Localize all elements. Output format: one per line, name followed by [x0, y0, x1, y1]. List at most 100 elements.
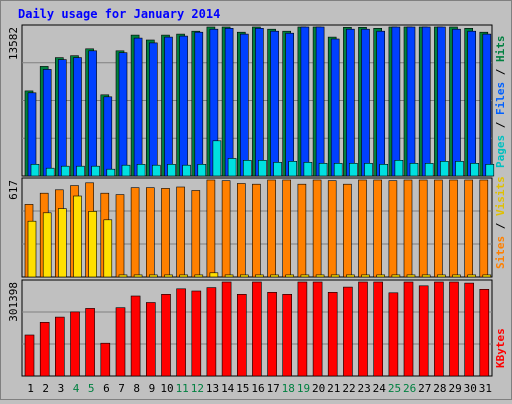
bar-pages-day-9: [152, 164, 161, 177]
bar-files-day-19: [300, 26, 310, 177]
x-tick-day-11: 11: [176, 382, 189, 395]
x-tick-day-20: 20: [312, 382, 325, 395]
bar-kbytes-day-24: [373, 281, 384, 377]
bar-kbytes-day-28: [434, 281, 444, 377]
bar-visits-day-20: [315, 274, 325, 278]
x-tick-day-17: 17: [267, 382, 280, 395]
bar-visits-day-7: [118, 274, 128, 278]
bar-visits-day-18: [285, 274, 295, 278]
bar-visits-day-6: [103, 219, 113, 278]
bar-visits-day-15: [240, 274, 249, 278]
bar-visits-day-19: [300, 274, 310, 278]
bar-visits-day-1: [27, 220, 37, 278]
bar-pages-day-13: [212, 140, 222, 177]
bar-files-day-15: [240, 33, 249, 177]
x-tick-day-1: 1: [27, 382, 34, 395]
bar-visits-day-24: [376, 274, 386, 278]
y-max-label-bottom: 301398: [7, 282, 20, 322]
bar-sites-day-17: [267, 179, 276, 278]
x-tick-day-13: 13: [206, 382, 219, 395]
bar-pages-day-3: [60, 165, 70, 177]
side-legend-part: Visits: [494, 176, 507, 216]
bar-pages-day-14: [227, 158, 237, 177]
bar-sites-day-29: [449, 179, 458, 278]
bar-pages-day-6: [106, 168, 116, 177]
bar-sites-day-28: [434, 179, 443, 278]
bar-visits-day-2: [42, 212, 52, 278]
bar-pages-day-20: [318, 163, 328, 177]
bar-sites-day-18: [282, 179, 292, 278]
x-tick-day-16: 16: [251, 382, 264, 395]
bar-pages-day-16: [258, 160, 267, 177]
bar-kbytes-day-4: [70, 311, 80, 377]
bar-pages-day-30: [470, 163, 480, 177]
bar-files-day-22: [346, 28, 355, 177]
bar-pages-day-28: [440, 161, 449, 177]
bar-pages-day-29: [455, 161, 464, 177]
bar-files-day-17: [270, 30, 279, 177]
bar-visits-day-11: [179, 274, 188, 278]
chart-title: Daily usage for January 2014: [18, 7, 220, 21]
bar-files-day-9: [149, 42, 158, 177]
x-tick-day-9: 9: [149, 382, 156, 395]
bar-kbytes-day-7: [115, 307, 126, 377]
bar-visits-day-16: [255, 274, 264, 278]
bar-visits-day-29: [452, 274, 461, 278]
bar-files-day-7: [118, 52, 128, 177]
bar-pages-day-1: [30, 164, 40, 177]
bar-files-day-21: [330, 38, 340, 177]
x-tick-day-21: 21: [327, 382, 340, 395]
bar-visits-day-31: [482, 274, 492, 278]
bar-pages-day-17: [273, 162, 282, 177]
x-tick-day-12: 12: [191, 382, 204, 395]
bar-files-day-3: [57, 59, 67, 177]
bar-pages-day-22: [349, 163, 358, 177]
y-max-label-middle: 617: [7, 180, 20, 200]
bar-kbytes-day-13: [206, 287, 217, 377]
bar-sites-day-15: [237, 183, 246, 278]
bar-kbytes-day-15: [237, 293, 247, 377]
bar-files-day-24: [376, 30, 386, 177]
bar-pages-day-21: [333, 163, 343, 177]
bar-sites-day-21: [327, 180, 337, 278]
bar-visits-day-9: [149, 274, 158, 278]
side-legend-part: KBytes: [494, 328, 507, 368]
bar-pages-day-23: [364, 163, 373, 177]
x-tick-day-29: 29: [448, 382, 461, 395]
bar-kbytes-day-30: [464, 282, 475, 377]
bar-kbytes-day-11: [176, 288, 186, 377]
side-legend-part: /: [494, 115, 507, 135]
x-tick-day-4: 4: [73, 382, 80, 395]
bar-sites-day-14: [221, 180, 231, 278]
bar-kbytes-day-10: [161, 293, 171, 377]
bar-files-day-28: [437, 26, 446, 177]
bar-sites-day-20: [312, 179, 322, 278]
bar-sites-day-13: [206, 179, 216, 278]
bar-visits-day-23: [361, 274, 370, 278]
bar-visits-day-27: [421, 274, 431, 278]
x-tick-day-30: 30: [464, 382, 477, 395]
bar-kbytes-day-14: [221, 281, 232, 377]
bar-sites-day-26: [403, 179, 413, 278]
bar-files-day-23: [361, 28, 370, 177]
bar-pages-day-15: [243, 160, 252, 177]
bar-pages-day-8: [136, 164, 146, 177]
bar-kbytes-day-9: [146, 302, 156, 377]
bar-pages-day-27: [424, 163, 434, 177]
bar-kbytes-day-12: [191, 290, 202, 377]
bar-files-day-29: [452, 28, 461, 177]
bar-visits-day-30: [467, 274, 477, 278]
bar-files-day-30: [467, 30, 477, 177]
x-tick-day-15: 15: [236, 382, 249, 395]
bar-files-day-5: [88, 50, 97, 177]
bar-pages-day-7: [121, 164, 131, 177]
bar-pages-day-31: [485, 164, 495, 177]
bar-visits-day-5: [88, 211, 97, 278]
bar-kbytes-day-27: [418, 285, 429, 377]
side-legend-part: Sites: [494, 236, 507, 269]
bar-kbytes-day-21: [327, 291, 338, 377]
bar-sites-day-19: [297, 183, 307, 278]
x-tick-day-22: 22: [342, 382, 355, 395]
bar-kbytes-day-18: [282, 293, 293, 377]
